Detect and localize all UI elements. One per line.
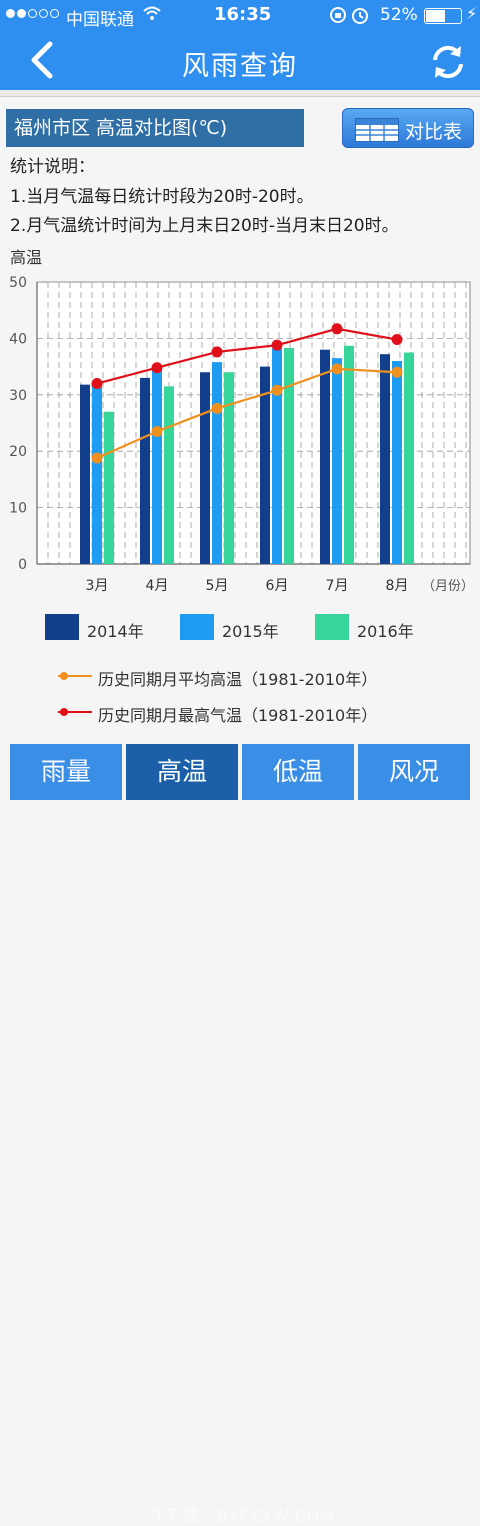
bar-2015年 <box>152 369 162 564</box>
bar-2016年 <box>164 386 174 564</box>
y-tick-label: 20 <box>9 444 27 460</box>
y-tick-label: 10 <box>9 501 27 517</box>
description-heading: 统计说明： <box>10 157 95 177</box>
compare-table-label: 对比表 <box>405 121 463 143</box>
legend-label-max: 历史同期月最高气温（1981-2010年） <box>98 706 378 725</box>
tab-low-temp[interactable]: 低温 <box>242 744 354 800</box>
status-bar: 中国联通 16:35 52% ⚡ <box>0 0 480 32</box>
legend-swatch-2014 <box>45 614 79 640</box>
bar-2014年 <box>80 384 90 564</box>
x-tick-label: 6月 <box>266 578 289 594</box>
y-axis-label: 高温 <box>10 248 43 267</box>
point-历史同期月最高气温（1981-2010年） <box>91 378 103 390</box>
bar-2016年 <box>404 352 414 564</box>
point-历史同期月最高气温（1981-2010年） <box>391 334 403 346</box>
bar-2015年 <box>332 358 342 564</box>
tab-rainfall-label: 雨量 <box>40 757 91 786</box>
x-axis-unit: （月份） <box>422 579 474 594</box>
x-tick-label: 4月 <box>146 578 169 594</box>
bar-2016年 <box>284 347 294 564</box>
clock-time: 16:35 <box>214 4 272 25</box>
y-tick-label: 40 <box>9 331 27 347</box>
watermark-text: 飞下载 · BYFZXW.COM <box>148 1506 335 1525</box>
bar-2014年 <box>320 349 330 564</box>
x-tick-label: 3月 <box>86 578 109 594</box>
legend-label-2015: 2015年 <box>222 622 279 641</box>
legend-max-line-icon <box>58 708 92 716</box>
point-历史同期月最高气温（1981-2010年） <box>151 362 163 374</box>
tab-high-temp-label: 高温 <box>156 757 207 786</box>
point-历史同期月平均高温（1981-2010年） <box>211 402 223 414</box>
legend-label-2014: 2014年 <box>87 622 144 641</box>
bar-2014年 <box>380 354 390 564</box>
table-icon <box>355 118 399 142</box>
y-tick-label: 0 <box>18 557 27 573</box>
page-title: 风雨查询 <box>182 51 298 82</box>
point-历史同期月平均高温（1981-2010年） <box>331 363 343 375</box>
legend-label-2016: 2016年 <box>357 622 414 641</box>
description-line-1: 1.当月气温每日统计时段为20时-20时。 <box>10 187 314 207</box>
bar-2015年 <box>212 362 222 564</box>
tab-high-temp[interactable]: 高温 <box>126 744 238 800</box>
point-历史同期月平均高温（1981-2010年） <box>391 366 403 378</box>
lock-rotation-icon <box>330 4 370 30</box>
battery-icon <box>424 8 462 24</box>
point-历史同期月平均高温（1981-2010年） <box>91 452 103 464</box>
wifi-icon <box>142 4 162 28</box>
x-tick-label: 7月 <box>326 578 349 594</box>
bar-2014年 <box>200 372 210 564</box>
temperature-chart: 0 10 20 30 40 50 3月 4月 5月 6月 7月 8月 （月份） <box>9 275 474 594</box>
y-tick-label: 50 <box>9 275 27 291</box>
point-历史同期月最高气温（1981-2010年） <box>271 339 283 351</box>
bar-2016年 <box>344 345 354 564</box>
point-历史同期月平均高温（1981-2010年） <box>271 384 283 396</box>
tab-wind-label: 风况 <box>388 757 439 786</box>
nav-bar: 风雨查询 <box>0 32 480 90</box>
x-tick-label: 5月 <box>206 578 229 594</box>
back-icon[interactable] <box>24 40 64 80</box>
legend-avg-line-icon <box>58 672 92 680</box>
battery-percent: 52% <box>380 5 418 25</box>
bar-2016年 <box>224 372 234 564</box>
refresh-icon[interactable] <box>426 40 470 84</box>
point-历史同期月最高气温（1981-2010年） <box>211 346 223 358</box>
tab-low-temp-label: 低温 <box>272 757 323 786</box>
x-tick-label: 8月 <box>386 578 409 594</box>
y-tick-label: 30 <box>9 388 27 404</box>
bar-2014年 <box>140 377 150 564</box>
bottom-tab-bar: 雨量 高温 低温 风况 飞下载 · BYFZXW.COM <box>0 740 480 1525</box>
legend-swatch-2016 <box>315 614 349 640</box>
bar-2014年 <box>260 366 270 564</box>
carrier-name: 中国联通 <box>66 10 134 30</box>
tab-rainfall[interactable]: 雨量 <box>10 744 122 800</box>
nav-divider <box>0 90 480 97</box>
legend-swatch-2015 <box>180 614 214 640</box>
point-历史同期月平均高温（1981-2010年） <box>151 425 163 437</box>
tab-wind[interactable]: 风况 <box>358 744 470 800</box>
chart-title-bar: 福州市区 高温对比图(℃) <box>6 109 304 147</box>
line-历史同期月最高气温（1981-2010年） <box>96 327 398 385</box>
bar-2016年 <box>104 411 114 564</box>
line-历史同期月平均高温（1981-2010年） <box>96 367 398 459</box>
compare-table-button[interactable]: 对比表 <box>342 108 474 148</box>
description-line-2: 2.月气温统计时间为上月末日20时-当月末日20时。 <box>10 216 399 236</box>
point-历史同期月最高气温（1981-2010年） <box>331 323 343 335</box>
charging-icon: ⚡ <box>466 4 478 23</box>
bar-2015年 <box>92 386 102 564</box>
bar-2015年 <box>392 360 402 564</box>
legend-label-avg: 历史同期月平均高温（1981-2010年） <box>98 670 378 689</box>
bar-2015年 <box>272 348 282 564</box>
signal-strength-icon <box>6 9 59 18</box>
